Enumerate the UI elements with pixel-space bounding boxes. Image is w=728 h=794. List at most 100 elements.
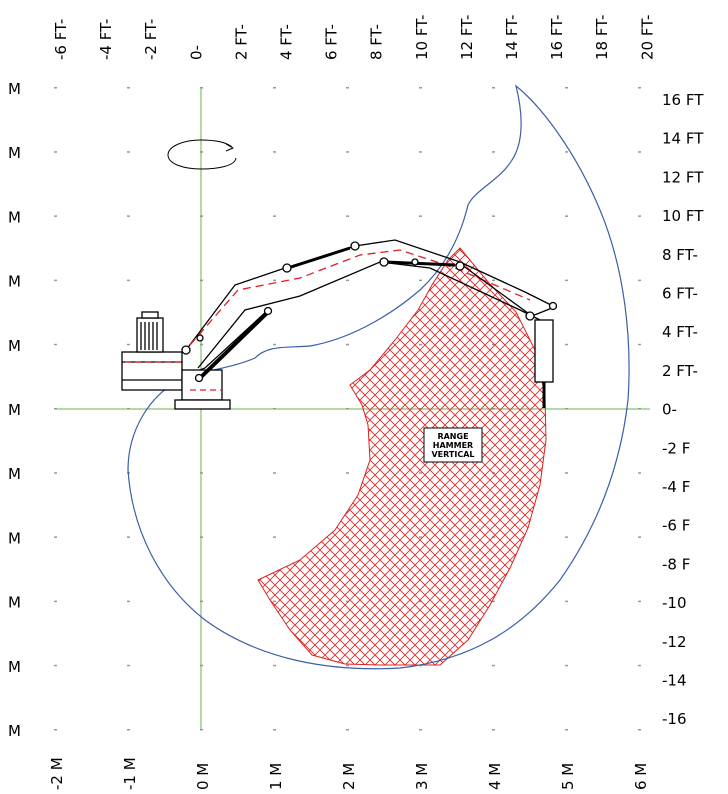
grid-dot (273, 151, 276, 153)
top-ft-label: 12 FT- (458, 15, 476, 60)
grid-dot (346, 472, 349, 474)
top-ft-label: 18 FT- (593, 15, 611, 60)
grid-dot (565, 664, 568, 667)
top-ft-label: 10 FT- (413, 15, 431, 60)
range-label-box: RANGE HAMMER VERTICAL (423, 427, 483, 463)
grid-dot (273, 279, 276, 282)
right-ft-label: -16 (662, 710, 687, 728)
grid-dot (492, 729, 495, 731)
grid-dot (638, 215, 641, 217)
grid-dot (419, 151, 422, 153)
grid-dot (492, 664, 495, 667)
right-ft-label: 6 FT- (662, 285, 698, 303)
left-m-label: M (8, 401, 21, 419)
right-ft-label: 16 FT (662, 91, 704, 109)
grid-dot (638, 472, 641, 474)
bottom-m-label: -2 M (48, 757, 66, 790)
right-ft-label: 4 FT- (662, 323, 698, 341)
top-ft-label: 6 FT- (323, 24, 341, 60)
base-dashed-line (125, 361, 222, 391)
bottom-m-label: 0 M (194, 763, 212, 790)
grid-dot (419, 87, 422, 89)
grid-dot (638, 343, 641, 346)
grid-dot (273, 87, 276, 89)
grid-dot (565, 87, 568, 89)
grid-dot (54, 215, 57, 217)
left-m-label: M (8, 337, 21, 355)
grid-dot (127, 215, 130, 217)
bottom-m-label: 1 M (267, 763, 285, 790)
bottom-m-label: -1 M (121, 757, 139, 790)
grid-dot (638, 600, 641, 603)
left-m-label: M (8, 594, 21, 612)
grid-dot (127, 151, 130, 153)
grid-dot (127, 536, 130, 538)
bottom-m-scale: -2 M -1 M 0 M 1 M 2 M 3 M 4 M 5 M 6 M (48, 757, 650, 790)
grid-dot (638, 87, 641, 89)
right-ft-label: 2 FT- (662, 362, 698, 380)
grid-dot (565, 343, 568, 346)
right-ft-label: -12 (662, 633, 687, 651)
grid-dot (419, 664, 422, 667)
right-ft-label: 10 FT (662, 207, 704, 225)
grid-dot (346, 343, 349, 346)
grid-dot (127, 87, 130, 89)
grid-dot (565, 536, 568, 538)
right-ft-label: -14 (662, 672, 687, 690)
grid-dot (54, 343, 57, 346)
reach-envelope (127, 84, 630, 670)
right-ft-label: 12 FT (662, 168, 704, 186)
top-ft-label: 14 FT- (503, 15, 521, 60)
right-ft-label: -8 F (662, 555, 690, 573)
grid-dot (127, 343, 130, 346)
grid-dot (492, 215, 495, 217)
left-m-scale: M M M M M M M M M M M (8, 80, 21, 740)
grid-dot (273, 664, 276, 667)
left-m-label: M (8, 273, 21, 291)
left-m-label: M (8, 722, 21, 740)
grid-dot (346, 664, 349, 667)
bottom-m-label: 4 M (486, 763, 504, 790)
bottom-m-label: 6 M (632, 763, 650, 790)
grid-dot (492, 87, 495, 89)
left-m-label: M (8, 208, 21, 226)
grid-dot (54, 600, 57, 603)
right-ft-scale: 16 FT 14 FT 12 FT 10 FT 8 FT- 6 FT- 4 FT- 2 FT-… (662, 91, 704, 728)
grid-dot (127, 600, 130, 603)
grid-dot (127, 729, 130, 731)
top-ft-label: 16 FT- (548, 15, 566, 60)
grid-dot (127, 279, 130, 282)
hammer-range-area (257, 247, 547, 666)
grid-dot (54, 87, 57, 89)
right-ft-label: -4 F (662, 478, 690, 496)
grid-dot (273, 729, 276, 731)
grid-dot (346, 87, 349, 89)
grid-dot (565, 472, 568, 474)
excavator-arm (121, 239, 558, 410)
top-ft-label: -2 FT- (142, 19, 160, 60)
grid-dot (638, 729, 641, 731)
grid-dot (127, 664, 130, 667)
top-ft-label: 4 FT- (278, 24, 296, 60)
grid-dot (346, 215, 349, 217)
grid-dot (54, 664, 57, 667)
grid-dot (346, 279, 349, 282)
grid-dot (54, 536, 57, 538)
left-m-label: M (8, 144, 21, 162)
grid-dot (565, 729, 568, 731)
right-ft-label: -2 F (662, 439, 690, 457)
right-ft-label: -6 F (662, 517, 690, 535)
left-m-label: M (8, 658, 21, 676)
grid-dot (492, 279, 495, 282)
grid-dot (54, 151, 57, 153)
grid-dot (273, 215, 276, 217)
top-ft-label: -6 FT- (52, 19, 70, 60)
top-ft-label: 20 FT- (638, 15, 656, 60)
left-m-label: M (8, 529, 21, 547)
grid-dot (273, 343, 276, 346)
grid-dot (54, 472, 57, 474)
top-ft-label: 8 FT- (368, 24, 386, 60)
left-m-label: M (8, 80, 21, 98)
grid-dot (200, 87, 203, 89)
